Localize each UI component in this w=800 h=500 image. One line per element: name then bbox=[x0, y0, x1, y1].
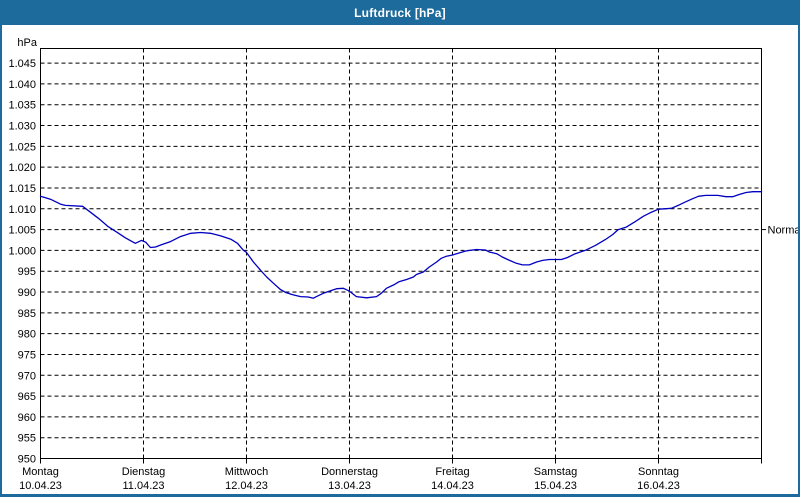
y-tick-label: 1.020 bbox=[8, 162, 36, 174]
y-tick-label: 1.005 bbox=[8, 225, 36, 237]
y-tick-label: 955 bbox=[18, 433, 36, 445]
y-tick-label: 1.030 bbox=[8, 121, 36, 133]
x-date-label: 13.04.23 bbox=[328, 480, 371, 492]
x-date-label: 12.04.23 bbox=[225, 480, 268, 492]
window-left-border bbox=[0, 25, 2, 494]
x-day-label: Dienstag bbox=[122, 466, 165, 478]
y-tick-label: 950 bbox=[18, 454, 36, 466]
y-tick-label: 1.025 bbox=[8, 141, 36, 153]
x-date-label: 11.04.23 bbox=[122, 480, 164, 492]
y-tick-label: 985 bbox=[18, 308, 36, 320]
title-bar: Luftdruck [hPa] bbox=[0, 0, 800, 25]
y-tick-label: 990 bbox=[18, 287, 36, 299]
y-tick-label: 1.040 bbox=[8, 79, 36, 91]
y-tick-label: 1.015 bbox=[8, 183, 36, 195]
y-tick-label: 960 bbox=[18, 412, 36, 424]
x-date-label: 14.04.23 bbox=[431, 480, 474, 492]
y-tick-label: 970 bbox=[18, 370, 36, 382]
x-day-label: Mittwoch bbox=[225, 466, 268, 478]
window-right-border bbox=[798, 25, 800, 494]
plot-frame bbox=[40, 48, 762, 459]
x-date-label: 16.04.23 bbox=[637, 480, 680, 492]
x-day-label: Sonntag bbox=[638, 466, 679, 478]
y-tick-label: 1.045 bbox=[8, 58, 36, 70]
x-day-label: Montag bbox=[22, 466, 59, 478]
x-date-label: 10.04.23 bbox=[19, 480, 62, 492]
y-tick-label: 975 bbox=[18, 349, 36, 361]
x-day-label: Donnerstag bbox=[321, 466, 378, 478]
y-tick-label: 980 bbox=[18, 329, 36, 341]
pressure-curve bbox=[39, 191, 763, 299]
normal-marker-label: Normal bbox=[768, 225, 800, 237]
y-tick-label: 1.000 bbox=[8, 245, 36, 257]
y-tick-label: 965 bbox=[18, 391, 36, 403]
y-axis-unit-label: hPa bbox=[17, 37, 37, 49]
x-day-label: Freitag bbox=[435, 466, 469, 478]
x-date-label: 15.04.23 bbox=[534, 480, 577, 492]
y-tick-label: 1.010 bbox=[8, 204, 36, 216]
y-tick-label: 1.035 bbox=[8, 100, 36, 112]
x-day-label: Samstag bbox=[534, 466, 577, 478]
window-bottom-border bbox=[0, 494, 800, 497]
y-tick-label: 995 bbox=[18, 266, 36, 278]
window-title: Luftdruck [hPa] bbox=[354, 5, 446, 20]
